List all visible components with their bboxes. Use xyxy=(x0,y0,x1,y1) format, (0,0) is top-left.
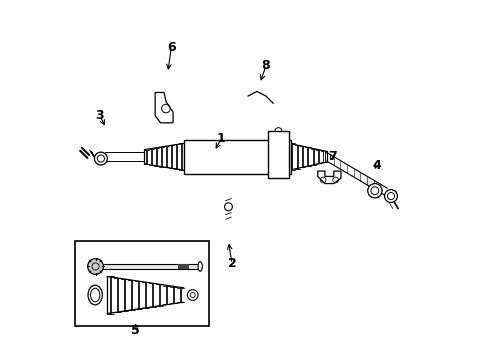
Text: 5: 5 xyxy=(131,324,140,337)
Text: 1: 1 xyxy=(217,132,225,145)
Ellipse shape xyxy=(90,288,100,302)
Polygon shape xyxy=(155,93,173,123)
Bar xyxy=(267,131,288,178)
Text: 8: 8 xyxy=(261,59,270,72)
Circle shape xyxy=(87,258,103,274)
Text: 4: 4 xyxy=(371,159,380,172)
Bar xyxy=(75,241,208,327)
Bar xyxy=(178,264,189,269)
Ellipse shape xyxy=(224,203,232,211)
Circle shape xyxy=(274,128,282,135)
Bar xyxy=(183,140,290,174)
Circle shape xyxy=(94,152,107,165)
Text: 3: 3 xyxy=(95,109,104,122)
Circle shape xyxy=(187,290,198,300)
Text: 7: 7 xyxy=(327,150,336,163)
Circle shape xyxy=(384,190,397,203)
Bar xyxy=(98,264,198,269)
Text: 2: 2 xyxy=(227,257,236,270)
Ellipse shape xyxy=(198,262,202,271)
Polygon shape xyxy=(317,171,340,184)
Circle shape xyxy=(367,184,381,198)
Text: 6: 6 xyxy=(166,41,175,54)
Circle shape xyxy=(204,166,213,175)
Ellipse shape xyxy=(88,285,102,305)
